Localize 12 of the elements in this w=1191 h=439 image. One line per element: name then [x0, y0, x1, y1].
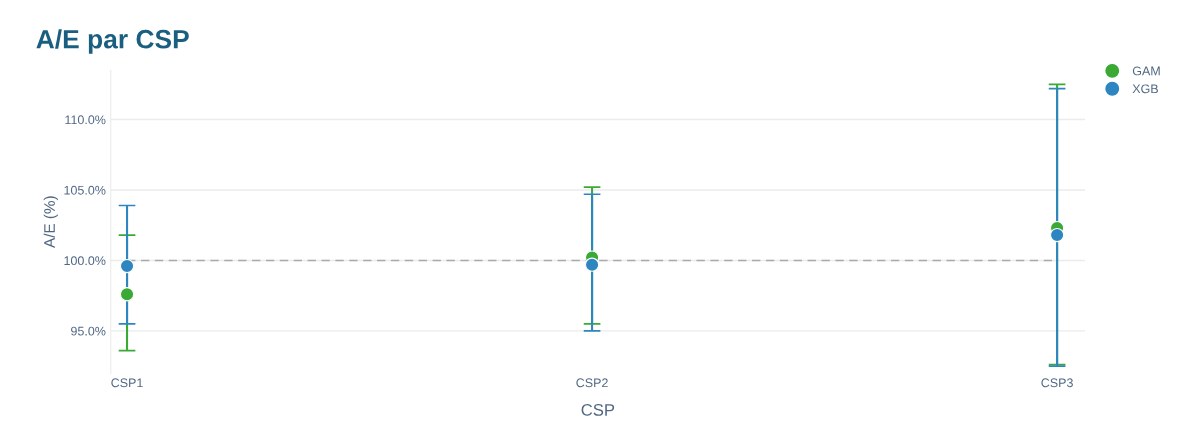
x-tick-label: CSP3	[1041, 378, 1073, 388]
legend-label: XGB	[1132, 84, 1158, 94]
y-tick-label: 110.0%	[65, 115, 106, 125]
y-tick-label: 105.0%	[64, 185, 106, 195]
chart-title: A/E par CSP	[36, 29, 189, 54]
x-tick-label: CSP1	[111, 378, 143, 388]
y-tick-label: 100.0%	[64, 256, 106, 266]
x-tick-label: CSP2	[576, 378, 608, 388]
y-axis-title: A/E (%)	[43, 196, 58, 248]
y-tick-label: 95.0%	[71, 326, 106, 336]
x-axis-title: CSP	[581, 403, 615, 416]
legend-label: GAM	[1132, 66, 1160, 76]
